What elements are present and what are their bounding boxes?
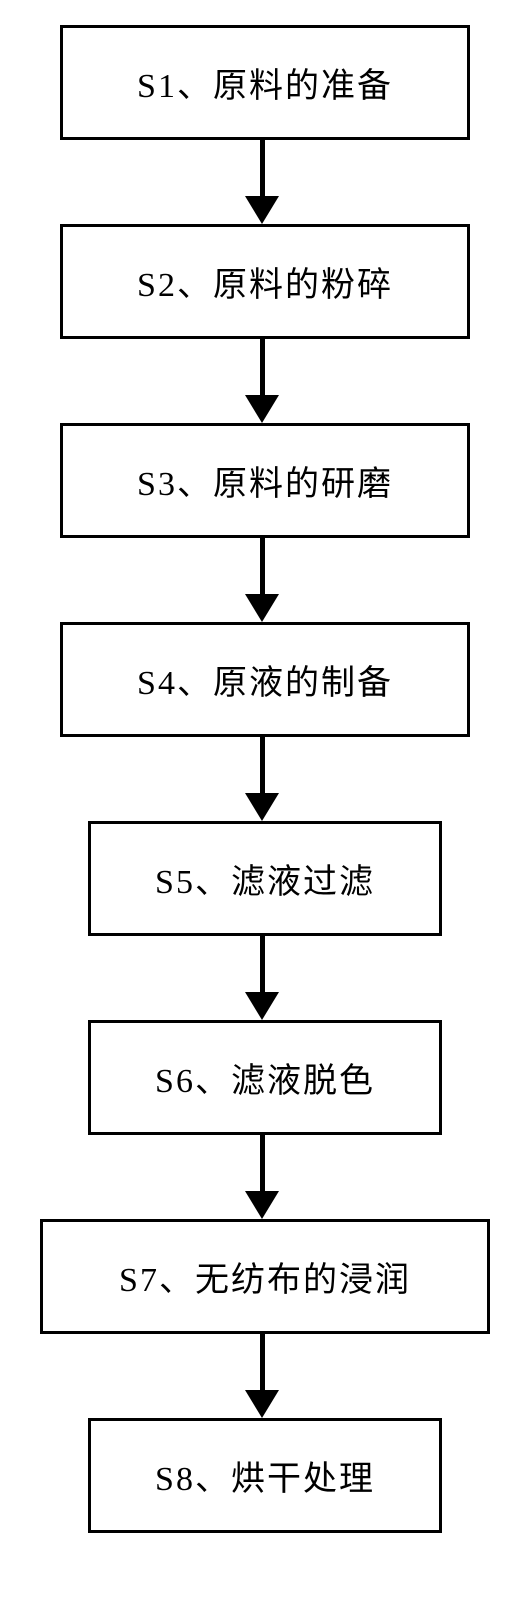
flow-node-label: S3、原料的研磨 — [137, 456, 393, 505]
flow-node-label: S2、原料的粉碎 — [137, 257, 393, 306]
flow-node-s1: S1、原料的准备 — [60, 25, 470, 140]
flow-node-label: S1、原料的准备 — [137, 58, 393, 107]
flow-node-s7: S7、无纺布的浸润 — [40, 1219, 490, 1334]
flow-node-label: S4、原液的制备 — [137, 655, 393, 704]
flow-node-s8: S8、烘干处理 — [88, 1418, 442, 1533]
flow-node-s3: S3、原料的研磨 — [60, 423, 470, 538]
flow-node-s2: S2、原料的粉碎 — [60, 224, 470, 339]
flow-node-label: S5、滤液过滤 — [155, 854, 375, 903]
flow-node-s5: S5、滤液过滤 — [88, 821, 442, 936]
flow-node-label: S6、滤液脱色 — [155, 1053, 375, 1102]
flow-node-label: S7、无纺布的浸润 — [119, 1252, 411, 1301]
flowchart-canvas: S1、原料的准备 S2、原料的粉碎 S3、原料的研磨 S4、原液的制备 S5、滤液过滤 S… — [0, 0, 528, 1611]
flow-node-s4: S4、原液的制备 — [60, 622, 470, 737]
flow-node-s6: S6、滤液脱色 — [88, 1020, 442, 1135]
flow-node-label: S8、烘干处理 — [155, 1451, 375, 1500]
